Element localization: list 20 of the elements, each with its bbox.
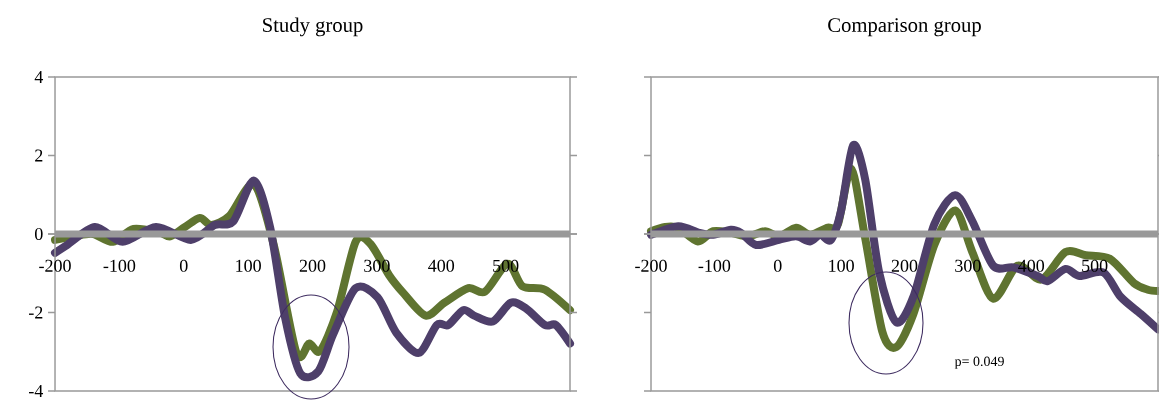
x-tick-label: 400 xyxy=(428,259,455,272)
y-tick-label: -2 xyxy=(28,306,43,319)
x-tick-label: 100 xyxy=(236,259,261,272)
x-tick-label: -100 xyxy=(698,259,731,272)
x-tick-label: 200 xyxy=(299,259,326,272)
y-tick-label: -4 xyxy=(28,385,44,397)
annotation: p= 0.049 xyxy=(954,356,1004,369)
x-tick-label: -200 xyxy=(39,259,71,272)
x-tick-label: 0 xyxy=(773,259,782,272)
x-tick-label: 100 xyxy=(829,259,854,272)
x-tick-label: 0 xyxy=(179,259,188,272)
x-tick-label: 500 xyxy=(1082,259,1108,272)
y-tick-label: 2 xyxy=(35,149,43,162)
y-tick-label: 0 xyxy=(35,227,43,241)
chart-title: Comparison group xyxy=(828,18,981,37)
x-tick-label: 200 xyxy=(891,259,918,272)
x-tick-label: -200 xyxy=(635,259,667,272)
y-tick-label: 4 xyxy=(34,71,44,83)
chart-title: Study group xyxy=(263,17,363,37)
x-tick-label: -100 xyxy=(103,259,136,272)
